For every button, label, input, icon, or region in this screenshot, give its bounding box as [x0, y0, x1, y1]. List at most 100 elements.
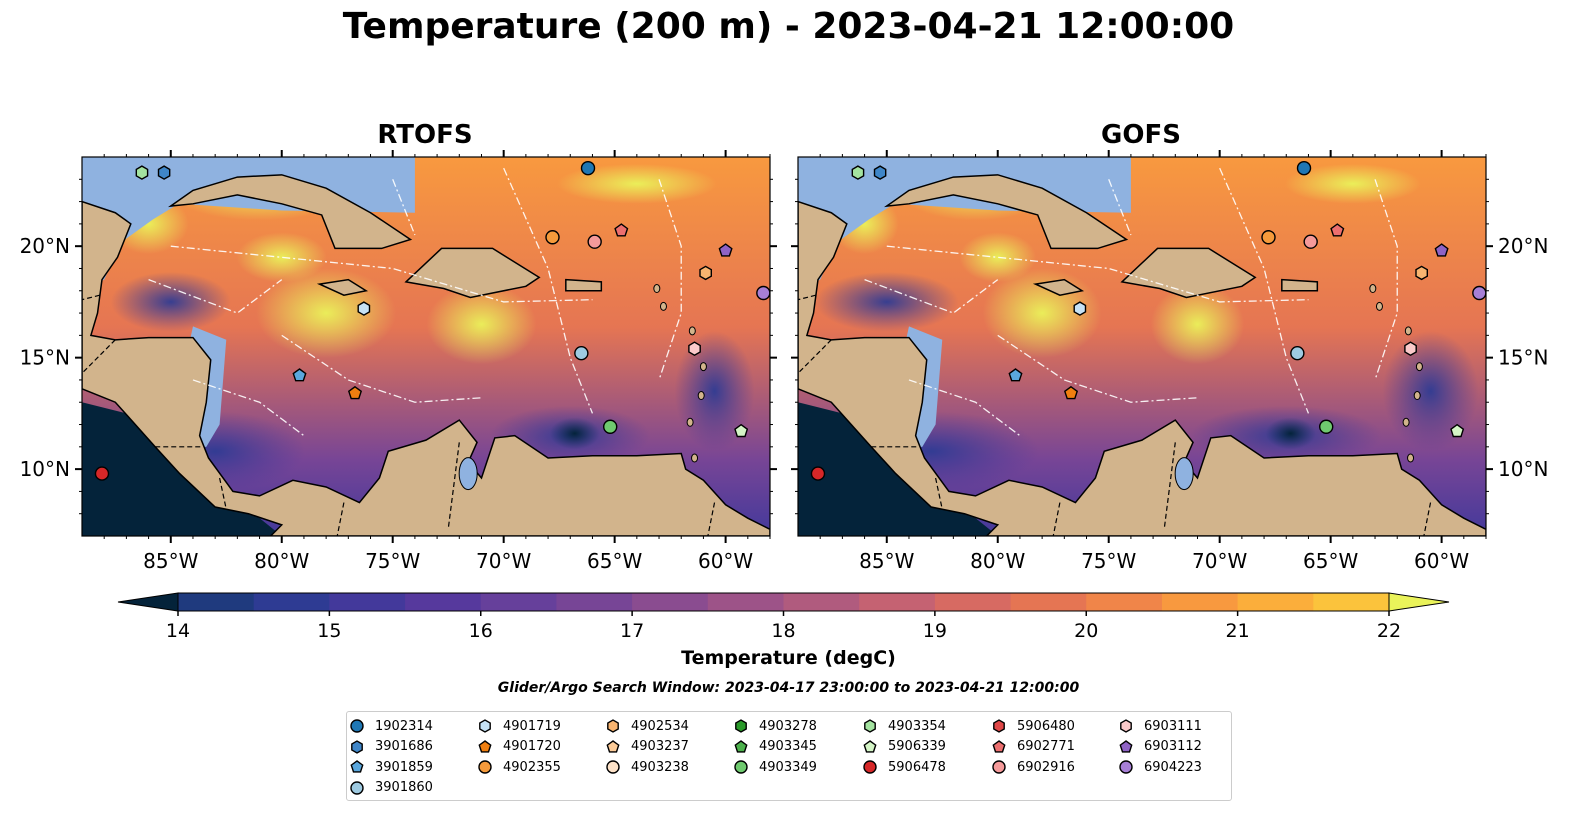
legend-item: 4903238: [605, 757, 689, 778]
cuba: [168, 174, 413, 250]
pentagon-marker-icon: [863, 739, 877, 753]
float-marker-5906478: [94, 466, 110, 481]
circle-marker-icon: [350, 719, 364, 733]
map-panel-gofs: 85°W 80°W 75°W 70°W 65°W 60°W 20°N 15°N 10°N: [791, 150, 1548, 573]
float-marker-6904223: [756, 285, 770, 301]
legend-label: 4901719: [503, 718, 561, 734]
float-marker-1902314: [580, 160, 596, 176]
legend-item: 4903354: [862, 716, 946, 737]
hexagon-marker-icon: [1120, 719, 1132, 734]
map-panel-rtofs: 85°W 80°W 75°W 70°W 65°W 60°W 20°N 15°N 10°N: [20, 150, 777, 573]
float-marker-6902916: [1303, 234, 1318, 249]
legend-label: 4902355: [503, 759, 561, 775]
legend-item: 4902355: [477, 757, 561, 778]
circle-marker-icon: [1119, 760, 1133, 774]
colorbar-tick-label: 21: [1226, 620, 1250, 642]
hexagon-marker-icon: [479, 719, 491, 734]
lon-tick-label: 75°W: [1081, 549, 1136, 573]
colorbar-tick-label: 22: [1377, 620, 1401, 642]
lon-tick-label: 85°W: [143, 549, 198, 573]
legend-marker: [607, 719, 619, 734]
float-marker-3901859: [292, 368, 307, 382]
panel-title-rtofs: RTOFS: [377, 120, 473, 150]
float-marker-4902534: [699, 265, 712, 281]
panel-title-gofs: GOFS: [1101, 120, 1181, 150]
pentagon-marker-icon: [478, 739, 492, 753]
legend-item: 6903112: [1118, 737, 1202, 758]
float-marker-3901686: [873, 165, 887, 180]
legend-item: 6903111: [1118, 716, 1202, 737]
legend-item: 4901719: [477, 716, 561, 737]
legend-item: 5906478: [862, 757, 946, 778]
legend-item: 3901859: [349, 757, 433, 778]
search-window-label: Glider/Argo Search Window: 2023-04-17 23…: [497, 680, 1080, 696]
legend-marker: [606, 739, 620, 753]
legend-column: 4903278 4903345 4903349: [733, 716, 817, 778]
float-marker-4901720: [1063, 385, 1079, 400]
legend-label: 4902534: [631, 718, 689, 734]
pentagon-marker-icon: [734, 739, 748, 753]
float-marker-6903112: [718, 243, 733, 257]
float-marker-4903354: [135, 165, 149, 180]
legend-marker: [735, 719, 747, 734]
legend-item: 4903237: [605, 737, 689, 758]
lon-tick-label: 75°W: [365, 549, 420, 573]
legend-marker: [863, 739, 877, 753]
hispaniola: [1120, 247, 1257, 299]
jamaica: [316, 278, 369, 297]
lat-tick-label: 10°N: [1498, 457, 1548, 481]
lon-tick-label: 80°W: [254, 549, 309, 573]
legend-label: 6902771: [1017, 739, 1075, 755]
lat-tick-label: 20°N: [20, 234, 70, 258]
float-marker-6904223: [1472, 285, 1486, 301]
legend-column: 5906480 6902771 6902916: [991, 716, 1075, 778]
legend-item: 4903345: [733, 737, 817, 758]
float-marker-4902534: [1415, 265, 1428, 281]
pentagon-marker-icon: [350, 760, 364, 773]
legend-label: 3901860: [375, 780, 433, 796]
mainland: [82, 200, 770, 536]
float-marker-5906339: [734, 423, 749, 438]
legend-label: 3901859: [375, 759, 433, 775]
circle-marker-icon: [863, 760, 877, 774]
legend-item: 4903349: [733, 757, 817, 778]
legend-label: 4903354: [888, 718, 946, 734]
legend-item: 4901720: [477, 737, 561, 758]
float-marker-6903111: [1404, 341, 1417, 357]
float-marker-6902916: [587, 234, 602, 249]
pentagon-marker-icon: [1119, 739, 1133, 753]
legend-marker: [1119, 739, 1133, 753]
colorbar-tick-label: 19: [923, 620, 947, 642]
float-marker-6902771: [614, 223, 629, 237]
legend-label: 6903111: [1144, 718, 1202, 734]
mainland: [798, 200, 1486, 536]
lat-tick-label: 10°N: [20, 457, 70, 481]
legend-item: 4903278: [733, 716, 817, 737]
lon-tick-label: 85°W: [859, 549, 914, 573]
legend-marker: [993, 719, 1005, 734]
float-marker-5906478: [810, 466, 826, 481]
lat-tick-label: 15°N: [1498, 346, 1548, 370]
legend-column: 4902534 4903237 4903238: [605, 716, 689, 778]
legend-column: 4903354 5906339 5906478: [862, 716, 946, 778]
colorbar-tick-label: 14: [166, 620, 190, 642]
circle-marker-icon: [734, 760, 748, 774]
float-marker-5906339: [1450, 423, 1465, 438]
legend-marker: [478, 760, 492, 774]
pentagon-marker-icon: [992, 739, 1006, 753]
legend-label: 4901720: [503, 739, 561, 755]
legend-column: 1902314 3901686 3901859 3901860: [349, 716, 433, 798]
lon-tick-label: 70°W: [1192, 549, 1247, 573]
legend-label: 6903112: [1144, 739, 1202, 755]
float-marker-1902314: [1296, 160, 1312, 176]
circle-marker-icon: [992, 760, 1006, 774]
puerto-rico: [565, 278, 603, 292]
legend-marker: [1119, 760, 1133, 774]
legend-marker: [863, 760, 877, 774]
legend-marker: [351, 739, 363, 754]
cuba: [884, 174, 1129, 250]
pentagon-marker-icon: [606, 739, 620, 753]
lon-tick-label: 80°W: [970, 549, 1025, 573]
legend-item: 3901686: [349, 737, 433, 758]
